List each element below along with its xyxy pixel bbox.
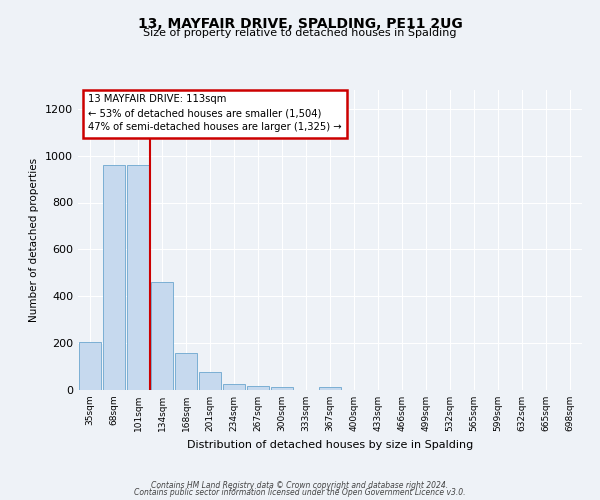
- Bar: [319, 387, 341, 390]
- Text: Contains public sector information licensed under the Open Government Licence v3: Contains public sector information licen…: [134, 488, 466, 497]
- Bar: [127, 166, 149, 390]
- Text: 13 MAYFAIR DRIVE: 113sqm
← 53% of detached houses are smaller (1,504)
47% of sem: 13 MAYFAIR DRIVE: 113sqm ← 53% of detach…: [88, 94, 342, 132]
- Bar: [151, 282, 173, 390]
- Bar: [79, 342, 101, 390]
- Y-axis label: Number of detached properties: Number of detached properties: [29, 158, 40, 322]
- Text: Contains HM Land Registry data © Crown copyright and database right 2024.: Contains HM Land Registry data © Crown c…: [151, 480, 449, 490]
- Text: Size of property relative to detached houses in Spalding: Size of property relative to detached ho…: [143, 28, 457, 38]
- Bar: [271, 387, 293, 390]
- X-axis label: Distribution of detached houses by size in Spalding: Distribution of detached houses by size …: [187, 440, 473, 450]
- Text: 13, MAYFAIR DRIVE, SPALDING, PE11 2UG: 13, MAYFAIR DRIVE, SPALDING, PE11 2UG: [137, 18, 463, 32]
- Bar: [103, 166, 125, 390]
- Bar: [247, 386, 269, 390]
- Bar: [199, 372, 221, 390]
- Bar: [175, 352, 197, 390]
- Bar: [223, 384, 245, 390]
